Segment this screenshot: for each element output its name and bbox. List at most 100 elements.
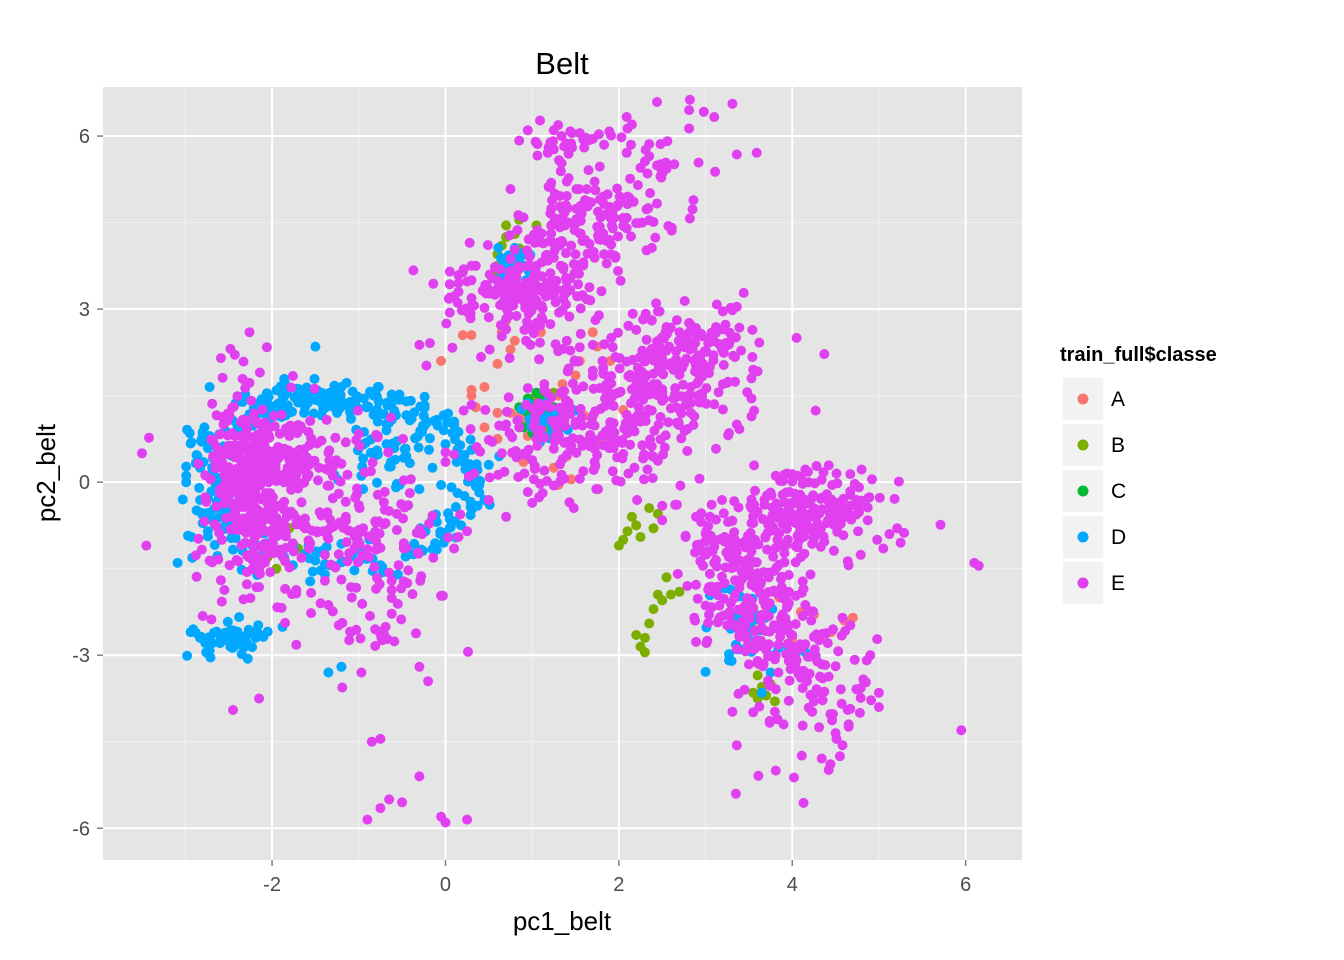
data-point <box>315 565 326 576</box>
data-point <box>342 469 353 480</box>
data-point <box>493 242 504 253</box>
data-point <box>421 416 432 427</box>
data-point <box>584 282 595 293</box>
data-point <box>411 628 421 639</box>
legend-title: train_full$classe <box>1060 344 1217 366</box>
data-point <box>696 517 707 527</box>
data-point <box>296 552 307 563</box>
data-point <box>689 612 700 623</box>
data-point <box>492 358 503 369</box>
data-point <box>671 346 682 357</box>
data-point <box>613 231 623 242</box>
data-point <box>241 638 252 649</box>
data-point <box>428 552 439 563</box>
data-point <box>275 470 286 481</box>
data-point <box>299 407 310 418</box>
legend-label: B <box>1111 434 1125 457</box>
data-point <box>731 622 742 633</box>
data-point <box>539 379 550 390</box>
data-point <box>476 352 486 362</box>
data-point <box>413 548 424 559</box>
data-point <box>383 447 394 458</box>
data-point <box>673 335 684 346</box>
data-point <box>548 443 559 454</box>
data-point <box>587 413 597 424</box>
data-point <box>690 547 701 558</box>
data-point <box>496 448 507 459</box>
data-point <box>227 642 238 653</box>
data-point <box>833 646 844 657</box>
y-tick-label: 6 <box>79 126 90 148</box>
data-point <box>315 598 326 609</box>
data-point <box>529 237 540 248</box>
x-tick-label: 0 <box>440 874 451 896</box>
data-point <box>351 435 362 445</box>
data-point <box>291 639 302 650</box>
data-point <box>563 363 574 374</box>
data-point <box>744 613 755 624</box>
data-point <box>337 682 348 693</box>
data-point <box>622 191 633 202</box>
data-point <box>769 654 780 665</box>
y-axis-title: pc2_belt <box>31 423 61 522</box>
data-point <box>305 576 316 587</box>
data-point <box>274 500 285 511</box>
data-point <box>548 125 559 136</box>
data-point <box>443 532 454 543</box>
data-point <box>782 602 792 613</box>
data-point <box>613 327 623 338</box>
data-point <box>862 502 873 513</box>
data-point <box>330 432 341 443</box>
data-point <box>211 442 222 452</box>
legend-swatch <box>1077 577 1089 589</box>
data-point <box>746 373 757 384</box>
data-point <box>711 561 722 572</box>
data-point <box>268 410 279 421</box>
data-point <box>718 610 729 621</box>
data-point <box>244 491 255 501</box>
data-point <box>288 546 299 557</box>
data-point <box>483 312 494 323</box>
data-point <box>228 544 238 555</box>
data-point <box>466 330 477 341</box>
data-point <box>215 449 226 460</box>
data-point <box>409 538 420 549</box>
data-point <box>452 297 463 308</box>
data-point <box>424 338 435 349</box>
data-point <box>573 356 584 367</box>
data-point <box>718 360 729 370</box>
data-point <box>650 232 661 243</box>
data-point <box>815 541 826 552</box>
data-point <box>608 443 619 454</box>
data-point <box>548 144 559 155</box>
data-point <box>340 496 351 507</box>
data-point <box>674 586 685 597</box>
data-point <box>546 392 557 403</box>
data-point <box>401 542 412 553</box>
data-point <box>386 398 397 409</box>
data-point <box>465 496 476 507</box>
data-point <box>450 502 461 512</box>
data-point <box>681 353 692 364</box>
data-point <box>248 459 258 470</box>
series-E <box>137 94 984 828</box>
data-point <box>459 450 470 460</box>
data-point <box>774 513 785 524</box>
data-point <box>729 527 740 538</box>
data-point <box>867 474 877 485</box>
data-point <box>324 480 335 491</box>
data-point <box>525 339 536 350</box>
data-point <box>191 571 202 582</box>
data-point <box>635 532 646 542</box>
data-point <box>742 387 753 398</box>
data-point <box>200 492 211 503</box>
data-point <box>606 130 617 141</box>
data-point <box>299 477 310 488</box>
data-point <box>577 259 588 270</box>
data-point <box>783 570 794 580</box>
x-tick-label: 2 <box>613 874 624 896</box>
data-point <box>865 650 876 661</box>
data-point <box>211 501 222 512</box>
data-point <box>626 511 637 522</box>
data-point <box>657 500 668 511</box>
